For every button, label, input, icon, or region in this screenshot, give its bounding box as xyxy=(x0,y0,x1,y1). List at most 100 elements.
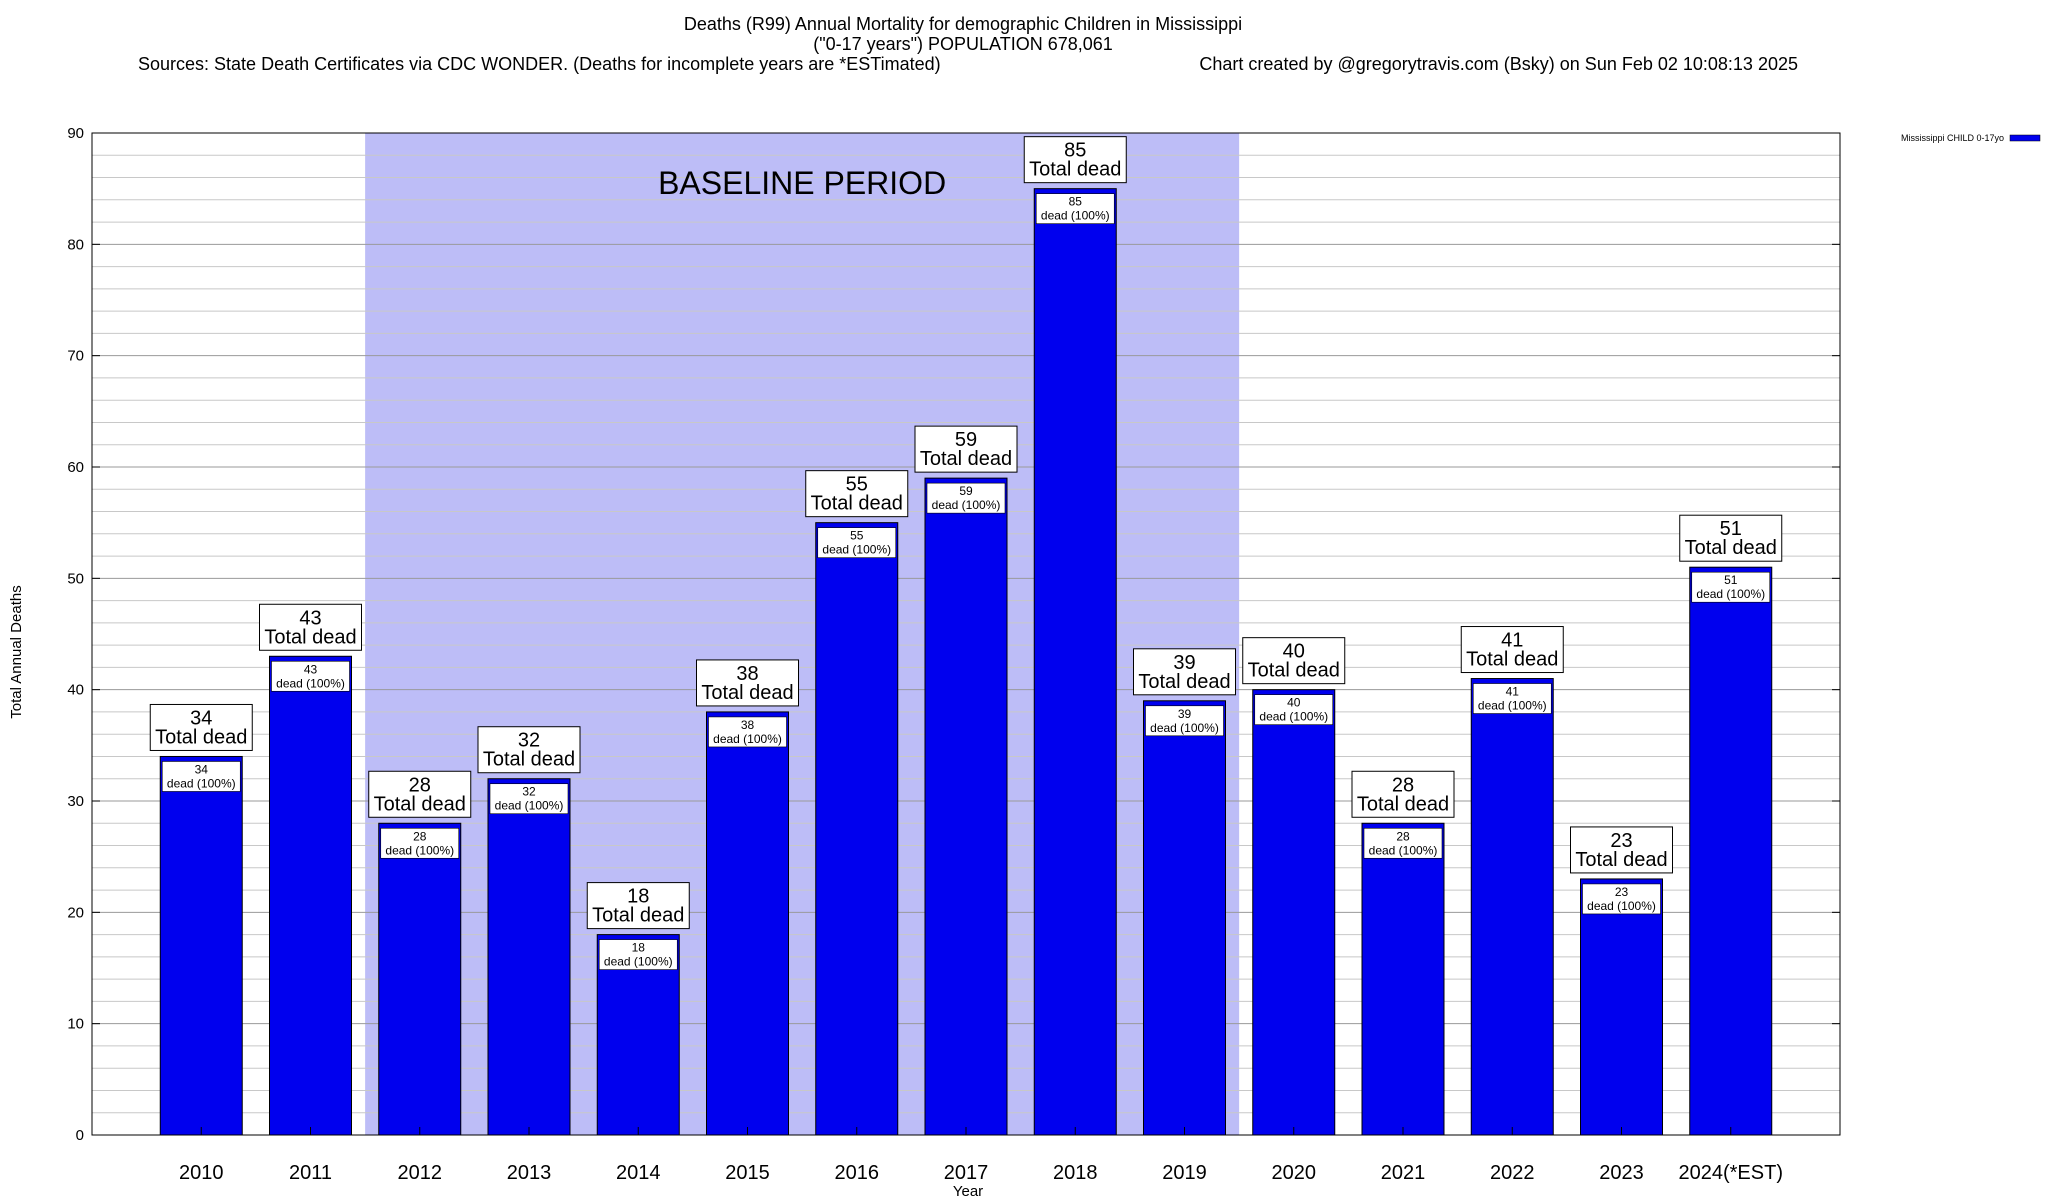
total-dead-label: Total dead xyxy=(264,626,356,648)
legend-swatch xyxy=(2009,134,2041,142)
inner-value-label: 51 xyxy=(1724,573,1738,587)
y-tick-label: 50 xyxy=(67,570,84,587)
inner-percent-label: dead (100%) xyxy=(1696,587,1765,601)
inner-label-box xyxy=(1254,694,1334,725)
total-label-box xyxy=(1242,637,1346,685)
total-value-label: 34 xyxy=(190,707,212,729)
inner-percent-label: dead (100%) xyxy=(385,843,454,857)
bar-2019 xyxy=(1143,700,1226,1136)
x-tick-label: 2018 xyxy=(1053,1162,1098,1184)
inner-label-box xyxy=(708,716,787,748)
total-label-box xyxy=(1679,514,1783,562)
y-tick-label: 60 xyxy=(67,459,84,476)
inner-label-box xyxy=(1145,705,1224,737)
inner-percent-label: dead (100%) xyxy=(1259,710,1328,724)
total-dead-label: Total dead xyxy=(592,905,684,927)
inner-label-box xyxy=(817,527,897,558)
inner-label-box xyxy=(271,660,350,692)
bar-2011 xyxy=(269,655,352,1136)
inner-percent-label: dead (100%) xyxy=(604,955,673,969)
x-tick-label: 2021 xyxy=(1381,1162,1426,1184)
total-value-label: 51 xyxy=(1720,518,1742,540)
total-dead-label: Total dead xyxy=(1466,649,1558,671)
total-dead-label: Total dead xyxy=(374,793,466,815)
x-tick-label: 2010 xyxy=(179,1162,224,1184)
y-tick-label: 40 xyxy=(67,682,84,699)
total-label-box xyxy=(1351,770,1455,818)
total-dead-label: Total dead xyxy=(1138,671,1230,693)
x-tick-label: 2023 xyxy=(1599,1162,1644,1184)
inner-label-box xyxy=(1472,683,1552,714)
inner-value-label: 43 xyxy=(304,662,318,676)
y-tick-label: 30 xyxy=(67,793,84,810)
inner-percent-label: dead (100%) xyxy=(1150,721,1219,735)
inner-label-box xyxy=(1691,571,1771,603)
x-tick-label: 2019 xyxy=(1162,1162,1207,1184)
inner-percent-label: dead (100%) xyxy=(1369,843,1438,857)
y-tick-label: 20 xyxy=(67,904,84,921)
inner-label-box xyxy=(1582,883,1661,915)
total-dead-label: Total dead xyxy=(701,682,793,704)
inner-value-label: 59 xyxy=(959,484,973,498)
total-dead-label: Total dead xyxy=(811,493,903,515)
inner-percent-label: dead (100%) xyxy=(713,732,782,746)
chart-title-line-1: Deaths (R99) Annual Mortality for demogr… xyxy=(684,14,1242,34)
total-label-box xyxy=(1570,826,1673,874)
total-label-box xyxy=(914,425,1018,473)
bar-2022 xyxy=(1470,678,1554,1136)
y-tick-label: 80 xyxy=(67,236,84,253)
total-dead-label: Total dead xyxy=(1029,159,1121,181)
total-label-box xyxy=(696,659,799,707)
total-dead-label: Total dead xyxy=(1575,849,1667,871)
total-label-box xyxy=(149,703,253,751)
total-value-label: 38 xyxy=(736,663,758,685)
total-label-box xyxy=(477,726,581,774)
y-tick-label: 90 xyxy=(67,125,84,142)
chart-title-line-2: ("0-17 years") POPULATION 678,061 xyxy=(813,34,1113,54)
total-value-label: 28 xyxy=(409,774,431,796)
y-tick-label: 0 xyxy=(76,1127,84,1144)
inner-value-label: 41 xyxy=(1506,685,1520,699)
inner-value-label: 28 xyxy=(413,829,427,843)
x-tick-label: 2016 xyxy=(835,1162,880,1184)
bar-2021 xyxy=(1361,822,1445,1136)
legend-label: Mississippi CHILD 0-17yo xyxy=(1901,133,2004,143)
bar-2023 xyxy=(1580,878,1663,1136)
total-value-label: 85 xyxy=(1064,140,1086,162)
bar-2020 xyxy=(1252,689,1336,1136)
total-value-label: 18 xyxy=(627,886,649,908)
inner-label-box xyxy=(1035,193,1115,224)
total-dead-label: Total dead xyxy=(155,726,247,748)
bar-2010 xyxy=(159,755,243,1136)
bar-2015 xyxy=(706,711,789,1136)
chart-sources: Sources: State Death Certificates via CD… xyxy=(138,54,941,74)
bar-2024(*EST) xyxy=(1689,566,1773,1136)
total-label-box xyxy=(1023,136,1127,184)
bar-2013 xyxy=(487,778,571,1136)
y-axis-label: Total Annual Deaths xyxy=(8,585,25,718)
x-axis-label: Year xyxy=(953,1183,983,1200)
inner-value-label: 18 xyxy=(632,941,646,955)
inner-label-box xyxy=(926,482,1006,514)
x-tick-label: 2022 xyxy=(1490,1162,1535,1184)
inner-percent-label: dead (100%) xyxy=(1041,209,1110,223)
x-tick-label: 2020 xyxy=(1272,1162,1317,1184)
inner-value-label: 38 xyxy=(741,718,755,732)
x-tick-label: 2012 xyxy=(398,1162,443,1184)
x-tick-label: 2013 xyxy=(507,1162,552,1184)
inner-percent-label: dead (100%) xyxy=(276,676,345,690)
inner-value-label: 34 xyxy=(195,762,209,776)
inner-label-box xyxy=(598,939,678,970)
total-dead-label: Total dead xyxy=(920,448,1012,470)
inner-value-label: 85 xyxy=(1069,195,1083,209)
inner-value-label: 28 xyxy=(1396,829,1410,843)
total-dead-label: Total dead xyxy=(1685,537,1777,559)
x-tick-label: 2011 xyxy=(289,1162,332,1184)
inner-label-box xyxy=(489,783,569,815)
total-label-box xyxy=(259,603,362,651)
x-tick-label: 2015 xyxy=(725,1162,770,1184)
axis-ticks: 0 10 20 30 40 50 60 70 80 90 2010 2011 2012 2013 2014 2… xyxy=(67,125,1840,1184)
y-tick-label: 10 xyxy=(67,1016,84,1033)
